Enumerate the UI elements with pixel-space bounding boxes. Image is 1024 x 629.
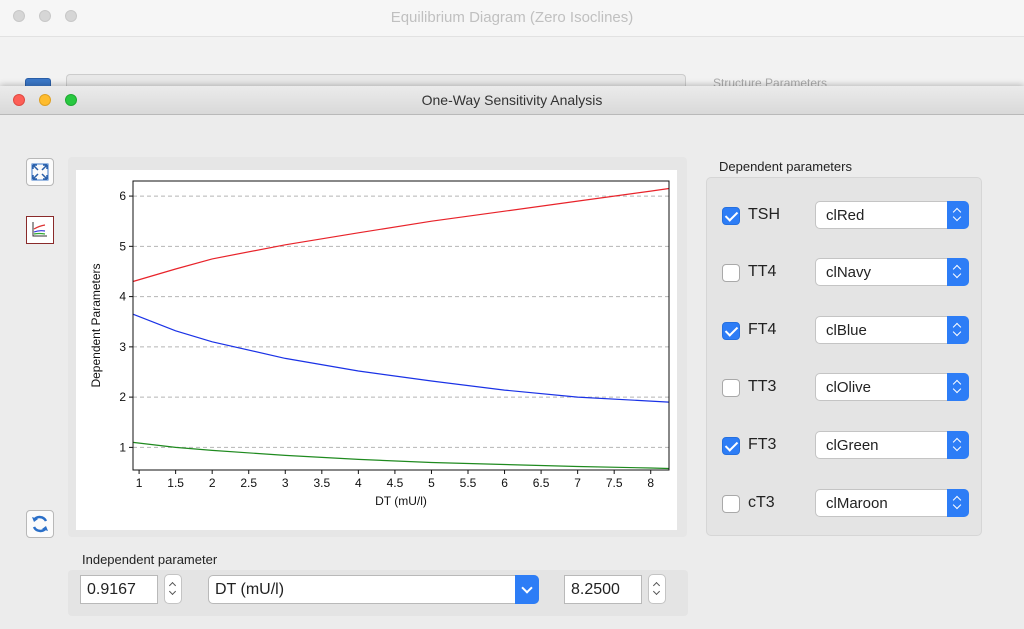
y-axis-label: Dependent Parameters: [89, 263, 103, 387]
checkbox-label-ft4: FT4: [748, 321, 777, 338]
sensitivity-window: One-Way Sensitivity Analysis 1 2 3 4 5 6 1 1.5 2…: [0, 86, 1024, 629]
min-value-stepper[interactable]: [164, 574, 182, 604]
window-title-bar: One-Way Sensitivity Analysis: [0, 86, 1024, 115]
y-tick-label: 2: [119, 390, 126, 404]
x-tick-label: 6.5: [533, 476, 550, 490]
x-tick-label: 3.5: [313, 476, 330, 490]
color-value-ct3: clMaroon: [826, 495, 888, 512]
color-value-tsh: clRed: [826, 207, 865, 224]
checkbox-label-ft3: FT3: [748, 436, 777, 453]
max-value-field[interactable]: 8.2500: [564, 575, 642, 604]
background-title-bar: Equilibrium Diagram (Zero Isoclines): [0, 0, 1024, 37]
chart-area: 1 2 3 4 5 6 1 1.5 2 2.5 3 3.5 4 4.5 5 5.5 6 6.5 7 7.5 8 DT (m…: [76, 170, 677, 530]
close-button[interactable]: [13, 94, 25, 106]
zoom-button[interactable]: [65, 94, 77, 106]
x-tick-label: 2.5: [240, 476, 257, 490]
x-tick-label: 5.5: [460, 476, 477, 490]
checkbox-tsh[interactable]: [722, 207, 740, 225]
bg-field: [66, 74, 686, 87]
color-select-ft3[interactable]: clGreen: [815, 431, 969, 459]
chart-button[interactable]: [26, 216, 54, 244]
x-tick-label: 2: [209, 476, 216, 490]
window-title: One-Way Sensitivity Analysis: [421, 92, 603, 108]
color-value-tt4: clNavy: [826, 264, 872, 281]
independent-parameter-value: DT (mU/l): [215, 581, 285, 598]
min-value-field[interactable]: 0.9167: [80, 575, 158, 604]
plot-frame: [132, 180, 670, 471]
checkbox-label-tt4: TT4: [748, 263, 777, 280]
color-value-tt3: clOlive: [826, 379, 872, 396]
fullscreen-icon: [31, 163, 49, 181]
dependent-parameters-title: Dependent parameters: [719, 159, 852, 174]
sensitivity-chart: 1 2 3 4 5 6 1 1.5 2 2.5 3 3.5 4 4.5 5 5.5 6 6.5 7 7.5 8 DT (m…: [89, 180, 670, 508]
x-tick-label: 5: [428, 476, 435, 490]
fullscreen-button[interactable]: [26, 158, 54, 186]
refresh-button[interactable]: [26, 510, 54, 538]
y-tick-label: 1: [119, 440, 126, 454]
x-axis-label: DT (mU/l): [375, 494, 427, 508]
dependent-parameters-panel: [706, 177, 982, 536]
max-value-stepper[interactable]: [648, 574, 666, 604]
series-line: [132, 313, 670, 403]
checkbox-label-ct3: cT3: [748, 494, 775, 511]
updown-arrows-icon: [947, 489, 969, 517]
updown-arrows-icon: [947, 373, 969, 401]
x-tick-label: 7.5: [606, 476, 623, 490]
background-window-title: Equilibrium Diagram (Zero Isoclines): [390, 9, 634, 26]
series-line: [132, 441, 670, 470]
checkbox-tt3[interactable]: [722, 379, 740, 397]
color-select-ft4[interactable]: clBlue: [815, 316, 969, 344]
independent-parameter-title: Independent parameter: [82, 552, 218, 567]
x-tick-label: 8: [647, 476, 654, 490]
color-value-ft4: clBlue: [826, 322, 867, 339]
color-select-tt3[interactable]: clOlive: [815, 373, 969, 401]
y-tick-label: 4: [119, 290, 126, 304]
chevron-down-icon: [515, 575, 539, 604]
chart-icon: [32, 222, 47, 237]
x-tick-label: 6: [501, 476, 508, 490]
refresh-icon: [32, 515, 48, 533]
color-select-tsh[interactable]: clRed: [815, 201, 969, 229]
color-value-ft3: clGreen: [826, 437, 879, 454]
x-tick-label: 7: [574, 476, 581, 490]
x-tick-label: 1.5: [167, 476, 184, 490]
bg-structure-parameters-label: Structure Parameters: [713, 76, 828, 87]
checkbox-label-tt3: TT3: [748, 378, 777, 395]
checkbox-ct3[interactable]: [722, 495, 740, 513]
bg-minimize-button[interactable]: [39, 10, 51, 22]
updown-arrows-icon: [947, 201, 969, 229]
updown-arrows-icon: [947, 258, 969, 286]
x-tick-label: 4: [355, 476, 362, 490]
updown-arrows-icon: [947, 431, 969, 459]
checkbox-ft3[interactable]: [722, 437, 740, 455]
minimize-button[interactable]: [39, 94, 51, 106]
independent-parameter-select[interactable]: DT (mU/l): [208, 575, 539, 604]
checkbox-ft4[interactable]: [722, 322, 740, 340]
x-tick-label: 4.5: [387, 476, 404, 490]
bg-zoom-button[interactable]: [65, 10, 77, 22]
x-tick-label: 1: [136, 476, 143, 490]
updown-arrows-icon: [947, 316, 969, 344]
y-tick-label: 3: [119, 340, 126, 354]
color-select-tt4[interactable]: clNavy: [815, 258, 969, 286]
y-tick-label: 6: [119, 189, 126, 203]
y-tick-label: 5: [119, 239, 126, 253]
bg-fullscreen-icon: [25, 78, 51, 89]
checkbox-tt4[interactable]: [722, 264, 740, 282]
series-line: [132, 187, 670, 283]
x-tick-label: 3: [282, 476, 289, 490]
bg-close-button[interactable]: [13, 10, 25, 22]
color-select-ct3[interactable]: clMaroon: [815, 489, 969, 517]
checkbox-label-tsh: TSH: [748, 206, 780, 223]
